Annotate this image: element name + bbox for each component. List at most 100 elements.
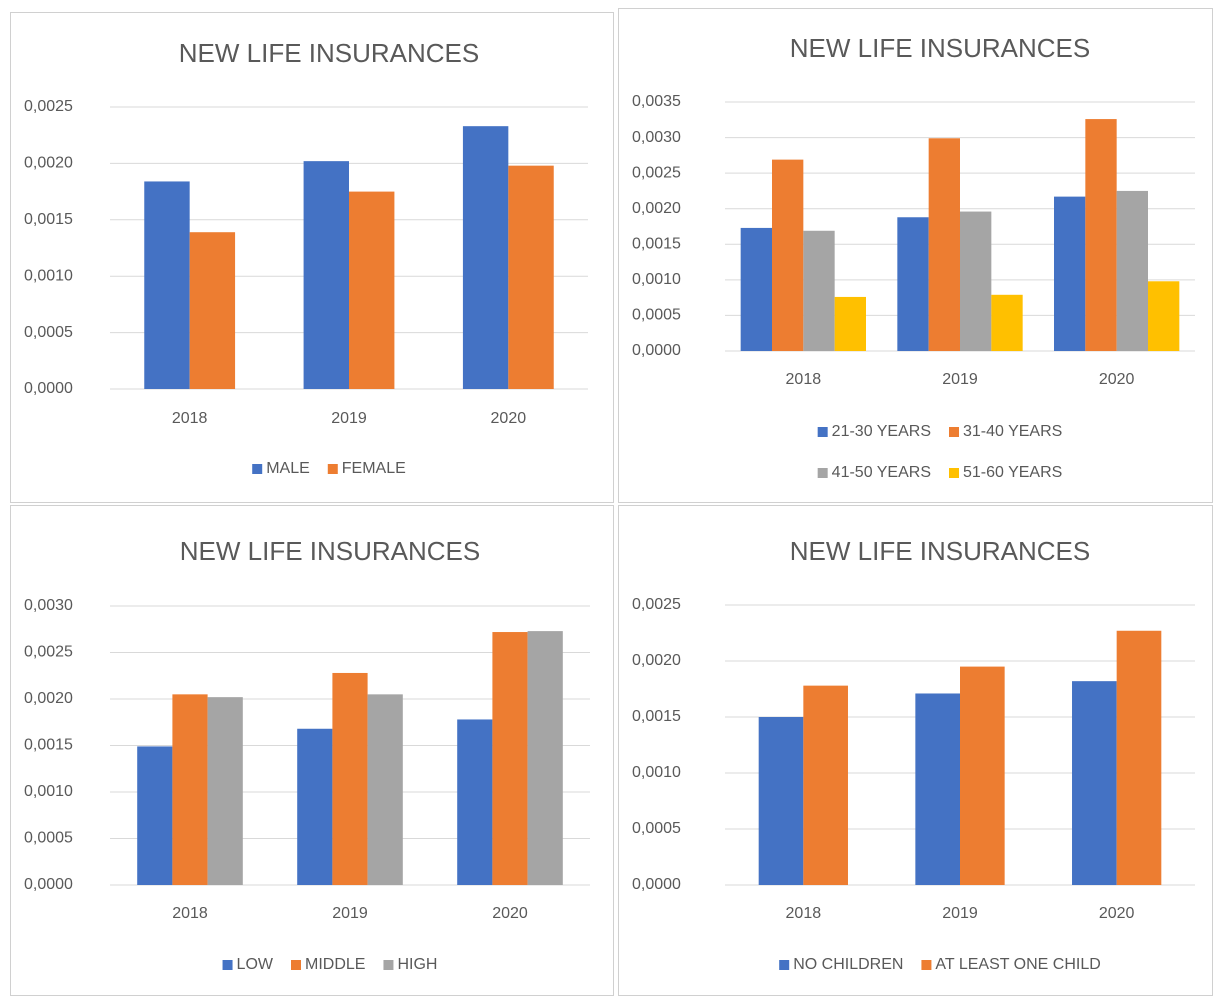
- chart-title: NEW LIFE INSURANCES: [180, 536, 481, 566]
- bar: [349, 191, 395, 389]
- y-tick-label: 0,0000: [24, 876, 73, 893]
- y-tick-label: 0,0020: [632, 652, 681, 669]
- y-tick-label: 0,0025: [632, 164, 681, 181]
- y-tick-label: 0,0030: [632, 129, 681, 146]
- y-tick-label: 0,0010: [632, 764, 681, 781]
- legend-swatch: [252, 464, 263, 474]
- y-tick-label: 0,0025: [632, 596, 681, 613]
- legend-swatch: [327, 464, 338, 474]
- bar: [367, 694, 403, 885]
- bar: [137, 746, 173, 885]
- y-tick-label: 0,0035: [632, 93, 681, 110]
- y-tick-label: 0,0000: [24, 380, 73, 397]
- bar: [1148, 281, 1180, 351]
- y-tick-label: 0,0015: [632, 708, 681, 725]
- bar: [758, 717, 804, 885]
- y-tick-label: 0,0005: [24, 830, 73, 847]
- chart-frame: [10, 12, 614, 503]
- bar: [960, 211, 992, 351]
- y-tick-label: 0,0015: [24, 737, 73, 754]
- y-tick-label: 0,0010: [24, 783, 73, 800]
- x-tick-label: 2018: [172, 905, 208, 922]
- legend-label: NO CHILDREN: [793, 956, 903, 973]
- legend-swatch: [921, 960, 932, 970]
- legend-swatch: [949, 468, 959, 478]
- y-tick-label: 0,0020: [24, 155, 73, 172]
- bar: [772, 159, 804, 351]
- y-tick-label: 0,0010: [632, 271, 681, 288]
- bar: [803, 685, 848, 885]
- chart-title: NEW LIFE INSURANCES: [790, 536, 1091, 566]
- bar: [172, 694, 208, 885]
- bar: [1054, 196, 1086, 351]
- legend-label: MALE: [266, 460, 310, 477]
- legend-label: 21-30 YEARS: [832, 423, 931, 440]
- bar: [492, 632, 528, 885]
- y-tick-label: 0,0005: [632, 820, 681, 837]
- y-tick-label: 0,0015: [24, 211, 73, 228]
- chart-title: NEW LIFE INSURANCES: [179, 38, 480, 68]
- legend-swatch: [779, 960, 790, 970]
- legend-swatch: [817, 468, 828, 478]
- legend-swatch: [222, 960, 233, 970]
- x-tick-label: 2020: [492, 905, 528, 922]
- chart-title: NEW LIFE INSURANCES: [790, 33, 1091, 63]
- y-tick-label: 0,0005: [632, 307, 681, 324]
- bar: [144, 181, 190, 389]
- bar: [527, 631, 563, 885]
- bar: [332, 672, 368, 885]
- bar: [303, 161, 349, 389]
- bar: [1116, 190, 1148, 351]
- bar: [508, 165, 554, 389]
- y-tick-label: 0,0000: [632, 342, 681, 359]
- y-tick-label: 0,0030: [24, 597, 73, 614]
- bar: [297, 728, 333, 885]
- x-tick-label: 2019: [942, 905, 978, 922]
- legend-label: AT LEAST ONE CHILD: [935, 956, 1100, 973]
- y-tick-label: 0,0025: [24, 644, 73, 661]
- x-tick-label: 2019: [331, 410, 367, 427]
- legend-label: LOW: [237, 956, 274, 973]
- legend-swatch: [949, 427, 959, 437]
- legend-label: FEMALE: [342, 460, 406, 477]
- bar: [928, 138, 960, 351]
- bar: [991, 294, 1023, 351]
- x-tick-label: 2020: [1099, 371, 1135, 388]
- bar: [803, 230, 835, 351]
- bar: [189, 232, 236, 389]
- y-tick-label: 0,0000: [632, 876, 681, 893]
- bar: [457, 719, 493, 885]
- y-tick-label: 0,0005: [24, 324, 73, 341]
- bar: [1116, 630, 1162, 885]
- legend-label: HIGH: [397, 956, 437, 973]
- legend-label: 31-40 YEARS: [963, 423, 1062, 440]
- y-tick-label: 0,0020: [632, 200, 681, 217]
- bar: [834, 296, 866, 351]
- bar: [897, 217, 929, 351]
- bar: [960, 666, 1005, 885]
- x-tick-label: 2018: [172, 410, 208, 427]
- legend-label: 41-50 YEARS: [832, 464, 931, 481]
- x-tick-label: 2020: [1099, 905, 1135, 922]
- x-tick-label: 2020: [491, 410, 527, 427]
- x-tick-label: 2019: [332, 905, 368, 922]
- x-tick-label: 2018: [786, 371, 822, 388]
- legend-label: MIDDLE: [305, 956, 365, 973]
- bar: [462, 126, 509, 390]
- y-tick-label: 0,0015: [632, 236, 681, 253]
- legend-swatch: [291, 960, 301, 970]
- bar: [1085, 119, 1117, 352]
- x-tick-label: 2019: [942, 371, 978, 388]
- legend-swatch: [817, 427, 828, 437]
- legend-swatch: [383, 960, 394, 970]
- legend-label: 51-60 YEARS: [963, 464, 1062, 481]
- y-tick-label: 0,0010: [24, 267, 73, 284]
- y-tick-label: 0,0025: [24, 98, 73, 115]
- x-tick-label: 2018: [786, 905, 822, 922]
- bar: [740, 227, 772, 351]
- bar: [915, 693, 960, 885]
- y-tick-label: 0,0020: [24, 690, 73, 707]
- bar: [1072, 681, 1117, 885]
